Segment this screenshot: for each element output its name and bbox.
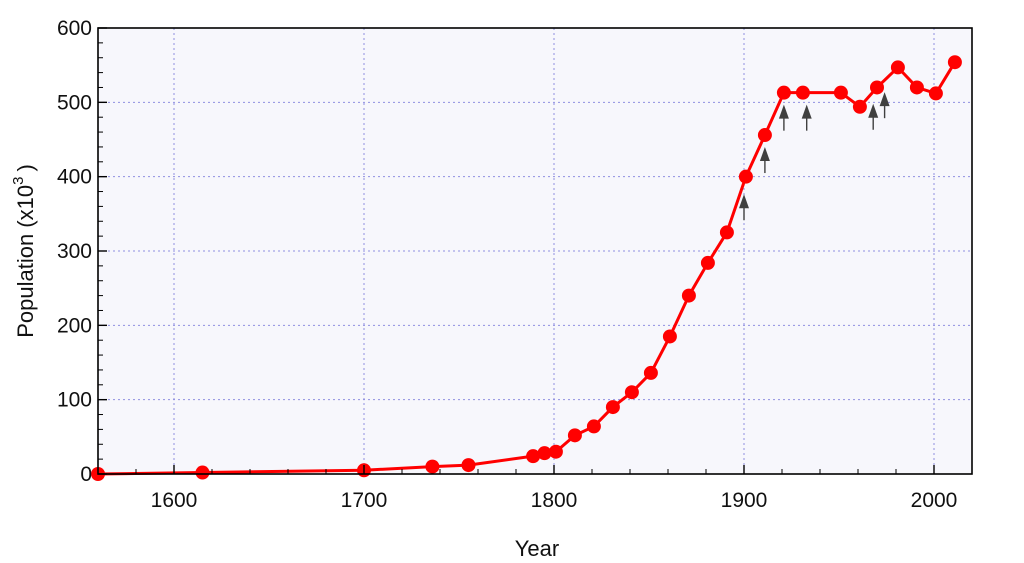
annotation-arrows xyxy=(739,92,890,221)
x-tick-label: 1600 xyxy=(151,489,198,512)
y-axis: 0 100 200 300 400 500 600 xyxy=(57,17,107,486)
data-point xyxy=(624,385,639,400)
x-tick-label: 1900 xyxy=(721,489,768,512)
y-axis-title: Population (x103) xyxy=(10,164,38,338)
y-tick-label: 200 xyxy=(57,314,92,337)
data-point xyxy=(870,80,884,95)
x-tick-label: 1800 xyxy=(531,489,578,512)
annotation-arrow-head xyxy=(879,92,890,107)
annotation-arrow-head xyxy=(759,147,770,162)
y-tick-label: 600 xyxy=(57,17,92,40)
x-tick-label: 1700 xyxy=(341,489,388,512)
y-axis-title-superscript: 3 xyxy=(10,177,27,185)
y-axis-title-main: Population (x10 xyxy=(13,185,38,338)
data-point xyxy=(681,288,696,303)
annotation-arrow-head xyxy=(868,103,879,118)
data-point xyxy=(537,446,552,461)
data-point xyxy=(719,225,734,240)
data-point xyxy=(909,80,924,95)
x-axis: 1600 1700 1800 1900 2000 xyxy=(97,465,958,512)
data-point xyxy=(586,419,601,434)
annotation-arrow-head xyxy=(739,194,749,209)
y-tick-label: 400 xyxy=(57,166,92,189)
data-point xyxy=(662,329,677,344)
data-point xyxy=(548,444,563,459)
y-tick-label: 0 xyxy=(80,463,92,486)
data-point xyxy=(643,365,658,380)
data-point xyxy=(795,85,810,100)
data-point xyxy=(928,86,943,101)
data-point xyxy=(605,400,620,415)
data-point xyxy=(526,449,541,464)
data-point xyxy=(567,428,582,443)
data-point xyxy=(461,458,476,473)
annotation-arrow-head xyxy=(801,104,812,119)
annotation-arrow-head xyxy=(778,104,789,119)
y-axis-title-close: ) xyxy=(13,164,38,171)
data-point xyxy=(852,99,867,114)
x-tick-label: 2000 xyxy=(911,489,958,512)
data-point xyxy=(738,169,753,184)
data-point xyxy=(700,255,715,270)
grid-lines xyxy=(98,28,972,474)
data-point xyxy=(890,60,905,75)
population-line xyxy=(97,61,957,476)
y-tick-label: 500 xyxy=(57,91,92,114)
x-axis-title: Year xyxy=(515,536,559,561)
data-line xyxy=(97,61,957,476)
data-point xyxy=(776,85,791,100)
data-point xyxy=(195,465,210,480)
data-point xyxy=(757,128,772,143)
data-point xyxy=(947,55,962,70)
data-point xyxy=(425,459,440,474)
y-tick-label: 300 xyxy=(57,240,92,263)
data-point xyxy=(833,85,848,100)
y-tick-label: 100 xyxy=(57,389,92,412)
